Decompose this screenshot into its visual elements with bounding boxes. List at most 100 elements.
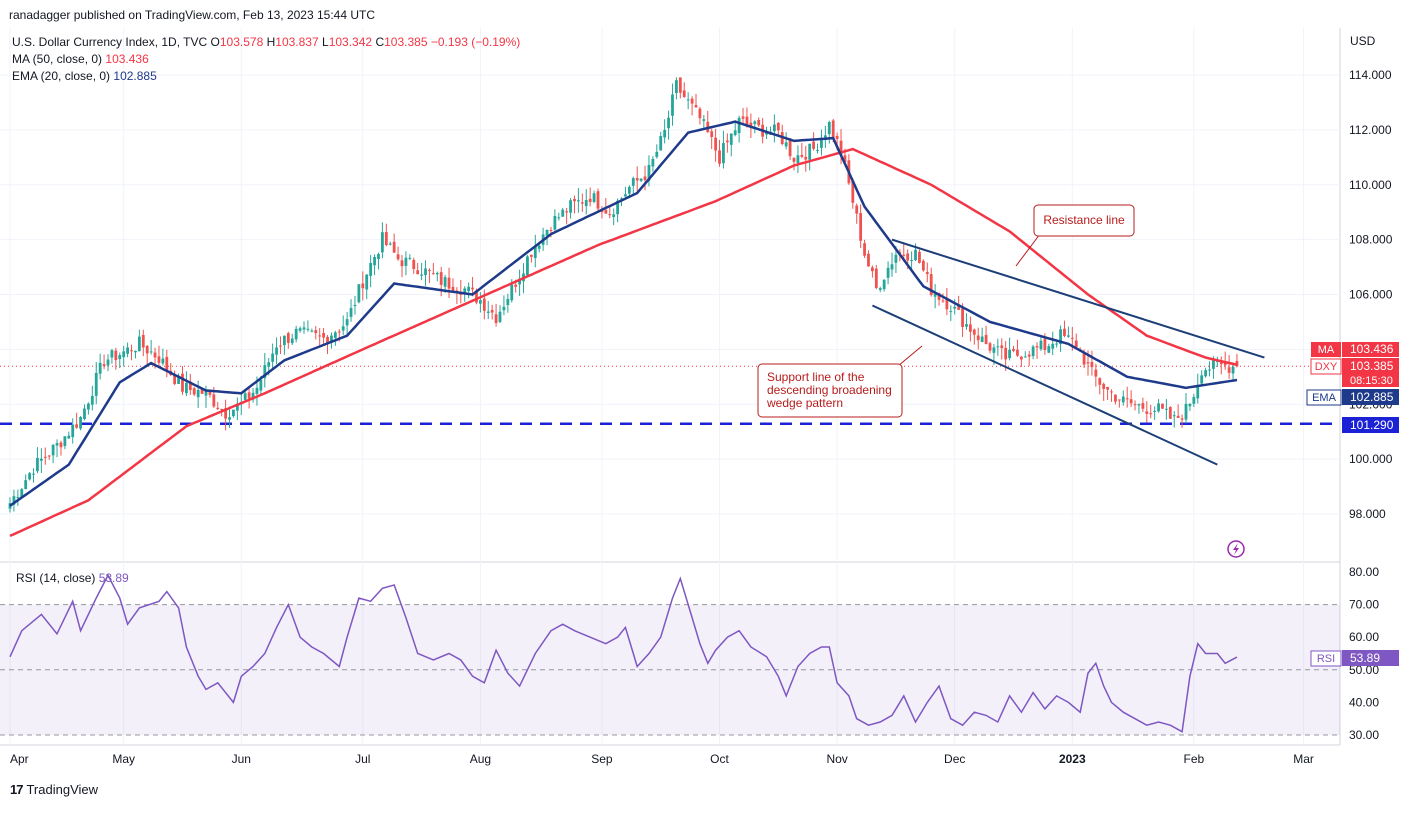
- candle-body: [592, 193, 596, 202]
- candle-body: [1141, 403, 1145, 409]
- candle-body: [831, 120, 835, 138]
- candle-body: [431, 273, 435, 275]
- price-tick-label: 106.000: [1349, 288, 1393, 302]
- candle-body: [1039, 340, 1043, 350]
- candle-body: [20, 489, 24, 497]
- candle-body: [694, 105, 698, 108]
- candle-body: [122, 351, 126, 358]
- candle-body: [83, 408, 86, 419]
- candle-body: [79, 417, 82, 429]
- candle-body: [722, 143, 725, 164]
- level-badge: 101.290: [1342, 417, 1399, 433]
- candle-body: [134, 350, 137, 353]
- ema20-line: [9, 120, 1238, 507]
- candle-body: [1153, 410, 1157, 412]
- candle-body: [463, 288, 467, 293]
- candle-body: [612, 214, 616, 218]
- candle-body: [302, 327, 306, 330]
- candle-body: [16, 496, 20, 498]
- candle-body: [408, 257, 412, 259]
- candle-body: [59, 442, 63, 448]
- trend-lines: [871, 238, 1265, 466]
- candle-body: [153, 352, 157, 358]
- candle-body: [102, 364, 106, 367]
- candle-body: [1031, 346, 1035, 357]
- candle-body: [1067, 335, 1070, 337]
- candle-body: [600, 210, 604, 213]
- candle-body: [428, 270, 431, 272]
- candle-body: [776, 122, 780, 131]
- support-trendline: [871, 304, 1218, 466]
- candle-body: [596, 191, 600, 209]
- candle-body: [702, 119, 706, 121]
- candle-body: [39, 458, 43, 461]
- candle-body: [494, 314, 498, 324]
- candle-body: [185, 382, 188, 394]
- candle-body: [71, 424, 75, 438]
- price-tick-label: 112.000: [1349, 123, 1392, 137]
- candle-body: [1200, 375, 1204, 384]
- ma50-line: [9, 147, 1238, 538]
- candle-body: [553, 216, 557, 230]
- candle-body: [149, 351, 153, 353]
- candle-body: [87, 403, 90, 410]
- candle-body: [514, 284, 518, 287]
- candle-body: [1165, 408, 1168, 410]
- time-tick-label: Oct: [710, 752, 729, 766]
- candle-body: [1027, 354, 1031, 357]
- candle-body: [878, 288, 882, 290]
- candle-body: [306, 328, 310, 330]
- candle-body: [1004, 347, 1008, 360]
- rsi-tick-label: 80.00: [1349, 565, 1379, 579]
- candle-body: [506, 298, 510, 306]
- candle-body: [290, 338, 294, 344]
- candle-body: [220, 408, 224, 410]
- candle-body: [1016, 349, 1019, 356]
- candle-body: [424, 268, 427, 276]
- candle-body: [479, 300, 482, 304]
- time-tick-label: Aug: [470, 752, 491, 766]
- rsi-tick-label: 60.00: [1349, 630, 1379, 644]
- time-tick-label: Nov: [826, 752, 847, 766]
- candle-body: [784, 142, 788, 147]
- candle-body: [90, 395, 94, 405]
- time-tick-label: Dec: [944, 752, 965, 766]
- candle-body: [1043, 338, 1047, 351]
- candle-body: [1133, 404, 1137, 406]
- candle-body: [655, 151, 659, 157]
- candle-body: [549, 229, 553, 231]
- support-callout: Support line of the descending broadenin…: [757, 345, 923, 418]
- candle-body: [177, 376, 180, 384]
- candle-body: [827, 122, 831, 135]
- candle-body: [929, 274, 933, 295]
- candle-body: [118, 354, 122, 360]
- candle-body: [647, 165, 651, 181]
- tradingview-brand[interactable]: 17 TradingView: [10, 782, 98, 797]
- candle-body: [627, 186, 631, 194]
- lightning-icon[interactable]: [1227, 540, 1245, 558]
- candle-body: [204, 389, 208, 396]
- candle-body: [420, 274, 423, 276]
- rsi-badge: RSI 53.89: [1310, 650, 1399, 667]
- candle-body: [24, 480, 28, 490]
- candle-body: [310, 330, 314, 332]
- support-label-line-3: wedge pattern: [766, 396, 843, 410]
- ma-badge: MA 103.436: [1311, 342, 1399, 357]
- candle-body: [333, 332, 337, 338]
- candle-body: [259, 379, 263, 391]
- candle-body: [330, 335, 333, 343]
- candle-body: [741, 116, 745, 119]
- candle-body: [894, 254, 898, 263]
- candle-body: [1208, 369, 1211, 371]
- candle-body: [137, 336, 141, 352]
- candle-body: [43, 456, 47, 458]
- candle-body: [988, 343, 992, 351]
- candle-body: [733, 130, 737, 136]
- candle-body: [8, 503, 12, 509]
- candle-body: [157, 356, 161, 363]
- candle-body: [580, 202, 584, 204]
- candle-body: [573, 198, 576, 202]
- candle-body: [381, 232, 384, 253]
